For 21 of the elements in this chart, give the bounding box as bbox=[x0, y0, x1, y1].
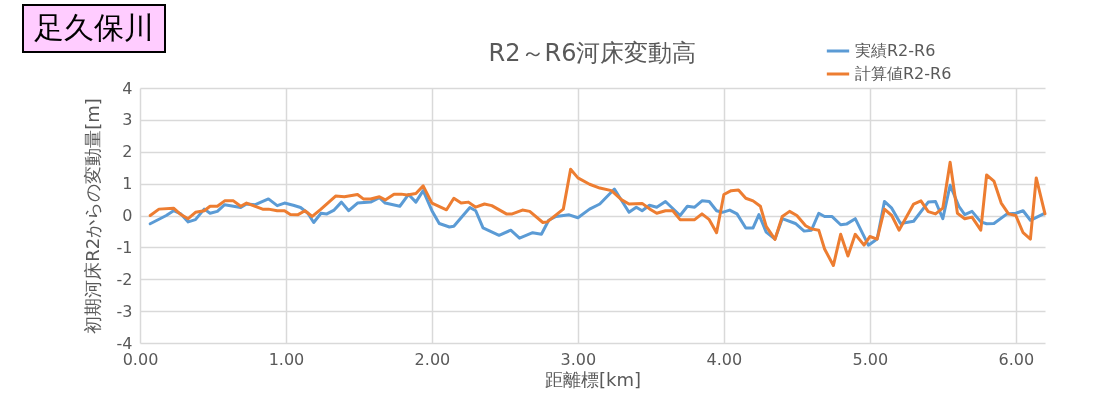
y-tick-label: 4 bbox=[122, 78, 133, 98]
x-tick-label: 2.00 bbox=[414, 349, 451, 369]
y-tick-label: 2 bbox=[122, 142, 133, 162]
y-tick-label: 3 bbox=[122, 110, 133, 130]
line-series bbox=[148, 160, 1047, 268]
y-tick-label: 1 bbox=[122, 174, 133, 194]
y-tick-label: -2 bbox=[116, 269, 133, 289]
legend-label: 計算値R2-R6 bbox=[855, 64, 952, 83]
y-tick-label: 0 bbox=[122, 206, 133, 225]
y-axis-title: 初期河床R2からの変動量[m] bbox=[81, 98, 103, 334]
y-tick-label: -3 bbox=[116, 301, 133, 321]
text: 足久保川 bbox=[34, 10, 154, 45]
y-tick-label: -1 bbox=[116, 237, 133, 257]
x-tick-label: 5.00 bbox=[852, 349, 889, 369]
x-tick-label: 3.00 bbox=[560, 349, 597, 369]
x-tick-label: 4.00 bbox=[706, 349, 743, 369]
legend-label: 実績R2-R6 bbox=[855, 41, 936, 60]
x-tick-label: 6.00 bbox=[998, 349, 1035, 369]
chart-title: R2～R6河床変動高 bbox=[488, 39, 697, 67]
x-axis-title: 距離標[km] bbox=[544, 368, 642, 390]
x-tick-label: 1.00 bbox=[268, 349, 305, 369]
